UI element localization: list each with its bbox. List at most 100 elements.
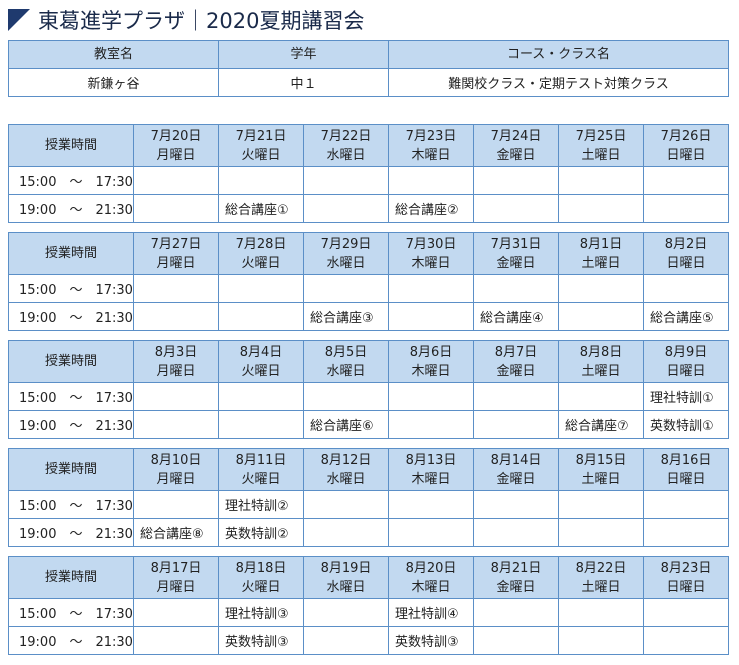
date: 8月17日 (150, 560, 202, 576)
date: 8月2日 (664, 236, 708, 252)
day-header: 8月9日 日曜日 (643, 340, 729, 383)
class-cell: 英数特訓② (218, 518, 304, 547)
time: 19:00 ～ 21:30 (8, 194, 134, 223)
class-cell (643, 626, 729, 655)
time-header: 授業時間 (8, 448, 134, 491)
weekday: 月曜日 (156, 471, 196, 487)
date: 7月25日 (575, 128, 627, 144)
class-cell (473, 274, 559, 303)
class-cell (643, 274, 729, 303)
time-row: 15:00 ～ 17:30 理社特訓② (8, 490, 729, 519)
time: 15:00 ～ 17:30 (8, 274, 134, 303)
class-cell (388, 274, 474, 303)
day-header: 8月16日日曜日 (643, 448, 729, 491)
class-cell (303, 490, 389, 519)
weekday: 木曜日 (411, 363, 451, 379)
date: 8月20日 (405, 560, 457, 576)
date: 8月8日 (579, 344, 623, 360)
title-bar: 東葛進学プラザ｜2020夏期講習会 (8, 6, 364, 34)
weekday: 木曜日 (411, 255, 451, 271)
weekday: 土曜日 (581, 255, 621, 271)
day-header: 8月18日 火曜日 (218, 556, 304, 599)
class-cell: 総合講座④ (473, 302, 559, 331)
info-header: コース・クラス名 (388, 40, 729, 69)
date: 8月4日 (239, 344, 283, 360)
weekday: 水曜日 (326, 579, 366, 595)
day-header: 8月15日 土曜日 (558, 448, 644, 491)
date: 8月23日 (660, 560, 712, 576)
class-cell: 総合講座② (388, 194, 474, 223)
class-cell (218, 274, 304, 303)
time-header: 授業時間 (8, 340, 134, 383)
class-cell (558, 194, 644, 223)
class-cell (218, 382, 304, 411)
weekday: 金曜日 (496, 147, 536, 163)
day-header: 8月21日 金曜日 (473, 556, 559, 599)
time: 19:00 ～ 21:30 (8, 518, 134, 547)
weekday: 火曜日 (241, 147, 281, 163)
class-cell (303, 194, 389, 223)
weekday: 土曜日 (581, 147, 621, 163)
week-table: 授業時間 8月3日 月曜日 8月4日 火曜日 8月5日 水曜日 8月6日 木曜日 8月7日 金曜日 8… (8, 340, 729, 439)
day-header: 8月11日 火曜日 (218, 448, 304, 491)
day-header: 8月17日 月曜日 (133, 556, 219, 599)
class-cell (473, 598, 559, 627)
week-table: 授業時間 8月17日 月曜日 8月18日 火曜日 8月19日水曜日 8月20日木曜日 8月21… (8, 556, 729, 655)
time: 15:00 ～ 17:30 (8, 166, 134, 195)
class-cell (643, 518, 729, 547)
info-value: 中１ (218, 68, 389, 97)
time-row: 15:00 ～ 17:30 理社特訓③ 理社特訓④ (8, 598, 729, 627)
class-cell (473, 518, 559, 547)
date: 8月7日 (494, 344, 538, 360)
day-header: 7月26日 日曜日 (643, 124, 729, 167)
class-cell: 理社特訓③ (218, 598, 304, 627)
time-row: 15:00 ～ 17:30 (8, 274, 729, 303)
day-header: 8月5日水曜日 (303, 340, 389, 383)
class-cell (303, 626, 389, 655)
day-header: 8月2日日曜日 (643, 232, 729, 275)
day-header: 8月14日 金曜日 (473, 448, 559, 491)
class-cell (388, 410, 474, 439)
weekday: 木曜日 (411, 579, 451, 595)
day-header: 7月22日 水曜日 (303, 124, 389, 167)
week-table: 授業時間 7月27日 月曜日 7月28日 火曜日 7月29日 水曜日 7月30日 木曜日 7月31… (8, 232, 729, 331)
weekday: 木曜日 (411, 471, 451, 487)
weekday: 水曜日 (326, 147, 366, 163)
day-header: 7月29日 水曜日 (303, 232, 389, 275)
class-cell (473, 194, 559, 223)
weekday: 月曜日 (156, 363, 196, 379)
class-cell (473, 490, 559, 519)
day-header: 7月24日 金曜日 (473, 124, 559, 167)
class-cell (388, 490, 474, 519)
date: 8月19日 (320, 560, 372, 576)
title-icon (8, 9, 30, 31)
date: 8月16日 (660, 452, 712, 468)
class-cell (473, 382, 559, 411)
day-header: 8月1日土曜日 (558, 232, 644, 275)
date: 8月10日 (150, 452, 202, 468)
info-header: 学年 (218, 40, 389, 69)
class-cell: 理社特訓④ (388, 598, 474, 627)
weekday: 日曜日 (666, 579, 706, 595)
time: 19:00 ～ 21:30 (8, 410, 134, 439)
class-cell (388, 518, 474, 547)
time-header: 授業時間 (8, 556, 134, 599)
weekday: 水曜日 (326, 363, 366, 379)
day-header: 7月30日 木曜日 (388, 232, 474, 275)
weekday: 日曜日 (666, 471, 706, 487)
date: 8月15日 (575, 452, 627, 468)
class-cell (133, 194, 219, 223)
day-header: 8月6日 木曜日 (388, 340, 474, 383)
class-cell (303, 166, 389, 195)
date: 8月5日 (324, 344, 368, 360)
date: 8月1日 (579, 236, 623, 252)
class-cell (133, 274, 219, 303)
weekday: 金曜日 (496, 579, 536, 595)
date: 8月18日 (235, 560, 287, 576)
day-header: 7月31日 金曜日 (473, 232, 559, 275)
class-cell: 総合講座① (218, 194, 304, 223)
week-table: 授業時間 7月20日 月曜日 7月21日 火曜日 7月22日 水曜日 7月23日 木曜日 7月24… (8, 124, 729, 223)
weekday: 日曜日 (666, 255, 706, 271)
day-header: 8月10日月曜日 (133, 448, 219, 491)
class-cell: 総合講座⑥ (303, 410, 389, 439)
